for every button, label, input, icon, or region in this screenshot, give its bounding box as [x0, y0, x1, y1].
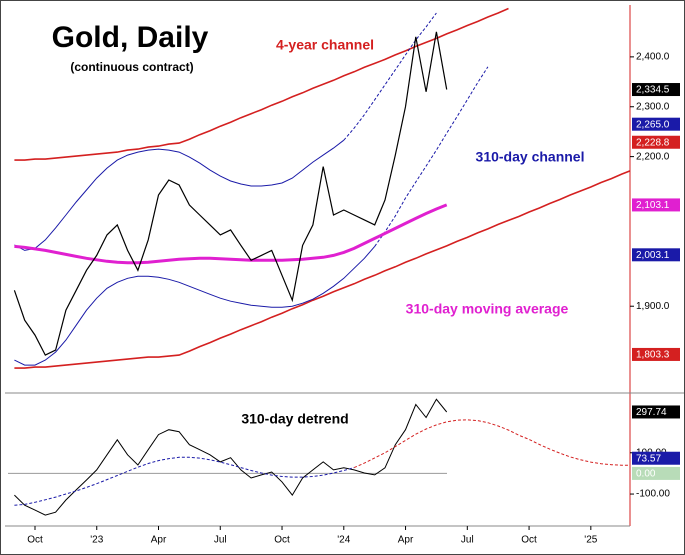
labels: Gold, Daily (continuous contract) 310-da…	[27, 21, 680, 546]
series-label: 4-year channel	[276, 37, 374, 53]
y-tick-label: 2,200.0	[636, 151, 670, 162]
value-box	[632, 135, 680, 149]
data-line	[353, 419, 630, 469]
detrend-panel	[8, 398, 630, 516]
value-box-label: 2,228.8	[636, 137, 670, 148]
x-tick-label: Jul	[214, 535, 227, 546]
x-tick-label: Oct	[521, 535, 537, 546]
value-box-label: 2,003.1	[636, 250, 670, 261]
chart-subtitle: (continuous contract)	[70, 60, 193, 74]
value-box-label: 0.00	[636, 469, 656, 480]
y-tick-label: 1,900.0	[636, 301, 670, 312]
value-box	[632, 466, 680, 480]
data-line	[14, 203, 448, 265]
value-box	[632, 347, 680, 361]
value-box-label: 297.74	[636, 407, 667, 418]
value-box	[632, 117, 680, 131]
data-line	[14, 139, 345, 251]
x-tick-label: '25	[584, 535, 597, 546]
y-tick-label: 2,400.0	[636, 52, 670, 63]
data-line	[14, 246, 376, 366]
value-box	[632, 198, 680, 212]
value-box-label: 2,103.1	[636, 200, 670, 211]
data-line	[13, 31, 448, 356]
y-tick-label: -100.00	[636, 489, 670, 500]
data-line	[343, 12, 437, 141]
value-box-label: 1,803.3	[636, 350, 670, 361]
data-line	[14, 456, 355, 506]
value-box	[632, 451, 680, 465]
panel-title: 310-day detrend	[241, 411, 348, 427]
data-line	[14, 398, 448, 516]
x-tick-label: Jul	[461, 535, 474, 546]
x-tick-label: Apr	[398, 535, 414, 546]
value-box-label: 2,334.5	[636, 85, 670, 96]
x-tick-label: '23	[90, 535, 103, 546]
x-tick-label: Apr	[151, 535, 167, 546]
value-box-label: 2,265.0	[636, 119, 670, 130]
value-box	[632, 248, 680, 262]
x-tick-label: Oct	[27, 535, 43, 546]
data-line	[374, 66, 489, 247]
value-box	[632, 405, 680, 419]
value-box	[632, 83, 680, 97]
x-tick-label: Oct	[274, 535, 290, 546]
series-label: 310-day channel	[476, 149, 585, 165]
y-tick-label: 2,300.0	[636, 101, 670, 112]
chart-title: Gold, Daily	[52, 21, 209, 54]
x-tick-label: '24	[337, 535, 350, 546]
value-box-label: 73.57	[636, 453, 661, 464]
price-panel	[13, 7, 630, 369]
series-label: 310-day moving average	[406, 301, 569, 317]
data-line	[14, 170, 630, 369]
data-line	[14, 7, 509, 161]
